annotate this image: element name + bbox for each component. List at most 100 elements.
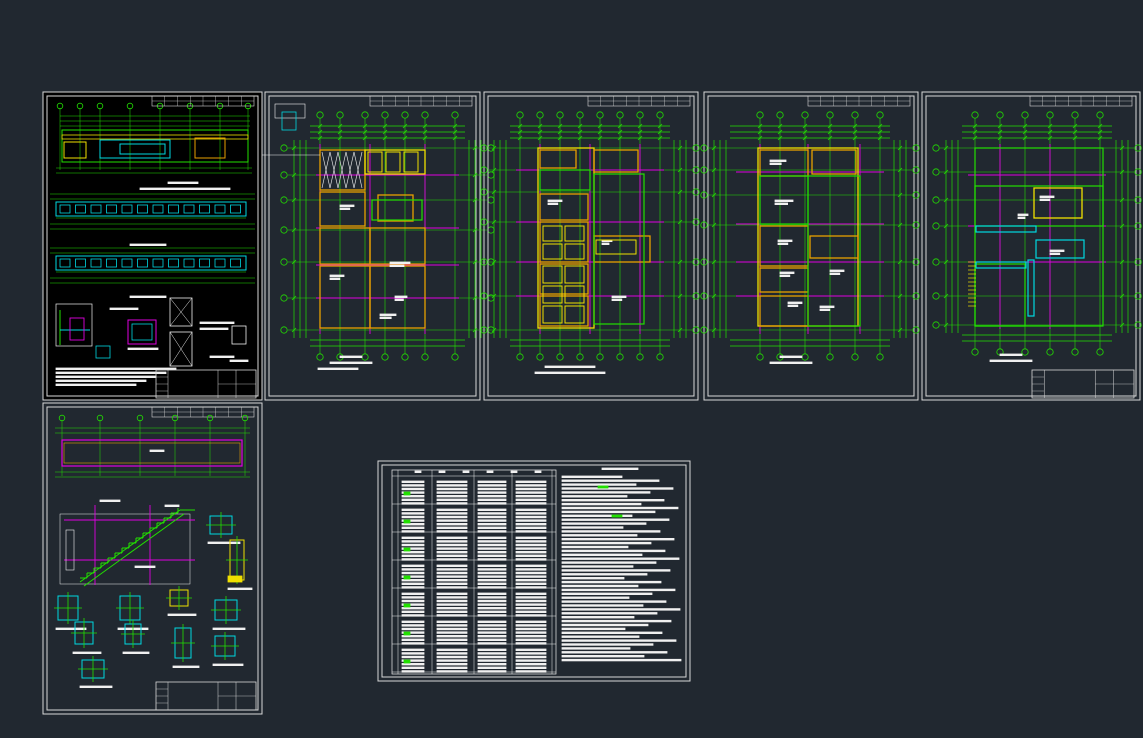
notes-table-cell [401, 635, 425, 638]
detail-label [229, 359, 249, 363]
dim-tick [802, 123, 808, 129]
plan-note [317, 367, 359, 371]
general-note-line [561, 530, 661, 533]
notes-table-header [462, 470, 470, 474]
room-cell [403, 151, 419, 173]
dim-tick [757, 135, 763, 141]
notes-table-header [510, 470, 518, 474]
notes-table-cell [477, 530, 507, 533]
general-note-line [55, 367, 177, 371]
notes-table-cell [401, 603, 425, 606]
window-pane [183, 204, 195, 214]
notes-table-cell [436, 610, 468, 614]
dim-tick [402, 129, 408, 135]
axis-bubble [700, 191, 708, 199]
notes-table-cell [477, 648, 507, 652]
dim-tick [597, 129, 603, 135]
axis-bubble [636, 111, 644, 119]
elevation-window [119, 143, 166, 155]
axis-bubble [656, 111, 664, 119]
notes-table-cell [515, 536, 547, 540]
window-pane [230, 258, 241, 268]
axis-bubble [1134, 144, 1142, 152]
axis-bubble [171, 414, 179, 422]
notes-table-cell [436, 638, 468, 642]
notes-table-cell [477, 484, 507, 487]
detail-fill [227, 575, 243, 583]
dim-tick [491, 145, 497, 151]
dim-tick [827, 129, 833, 135]
notes-table-cell [436, 523, 468, 526]
notes-table-cell [401, 610, 425, 614]
axis-bubble [692, 144, 700, 152]
room-cell [367, 151, 383, 173]
notes-table-cell [477, 512, 507, 515]
notes-table-cell [477, 543, 507, 547]
dim-tick [291, 172, 297, 178]
window-band-band-2 [55, 255, 247, 271]
elevation-window-bands [50, 193, 255, 299]
room-boundary [539, 169, 591, 191]
room-boundary [807, 175, 861, 327]
room-annotation [339, 204, 355, 208]
detail-section [131, 323, 153, 341]
dim-tick [897, 327, 903, 333]
sheet-outer-border [264, 91, 481, 401]
room-cell [542, 285, 563, 304]
sheet-plan-level-1[interactable] [262, 91, 495, 401]
dim-tick [1047, 135, 1053, 141]
window-pane [59, 258, 71, 268]
general-note-line [561, 639, 677, 642]
room-annotation [339, 207, 351, 211]
general-note-line [55, 375, 157, 379]
notes-table-header [486, 470, 494, 474]
axis-bubble [996, 111, 1004, 119]
sheet-elevations[interactable] [42, 91, 263, 401]
room-annotation [829, 269, 845, 273]
window-pane [152, 258, 164, 268]
axis-bubble [851, 353, 859, 361]
notes-table-cell [515, 494, 547, 498]
dim-tick [491, 167, 497, 173]
axis-bubble [656, 353, 664, 361]
dim-tick [291, 259, 297, 265]
sheet-general-notes[interactable] [377, 460, 691, 682]
dim-tick [422, 123, 428, 129]
notes-table-cell [436, 571, 468, 575]
notes-table-cell [477, 568, 507, 571]
dim-tick [491, 189, 497, 195]
notes-table-cell [477, 519, 507, 522]
detail-caption [227, 587, 253, 591]
sheet-roof-plan[interactable] [921, 91, 1142, 401]
sheet-plan-level-3[interactable] [700, 91, 920, 401]
dim-tick [317, 135, 323, 141]
sheet-stair-details[interactable] [42, 402, 263, 715]
dim-tick [291, 295, 297, 301]
dim-tick [382, 135, 388, 141]
north-arrow-box [274, 103, 306, 119]
sheet-plan-level-2[interactable] [480, 91, 700, 401]
axis-bubble [280, 196, 288, 204]
detail-label [109, 307, 139, 311]
dim-tick [897, 259, 903, 265]
dim-tick [422, 135, 428, 141]
dim-tick [1119, 223, 1125, 229]
sheet-outer-border [42, 91, 263, 401]
wall-outline [539, 149, 577, 169]
notes-table-header [414, 470, 422, 474]
window-pane [59, 204, 71, 214]
notes-table-cell [436, 663, 468, 666]
general-note-line [561, 627, 626, 631]
notes-table-cell [477, 599, 507, 603]
notes-table-cell [515, 543, 547, 547]
sheet-outer-border [703, 91, 919, 401]
dim-tick [1097, 129, 1103, 135]
axis-bubble [421, 353, 429, 361]
axis-bubble [851, 111, 859, 119]
dim-tick [1119, 145, 1125, 151]
detail-door [169, 331, 193, 367]
dim-tick [557, 135, 563, 141]
general-note-line [561, 526, 624, 529]
axis-bubble [700, 258, 708, 266]
